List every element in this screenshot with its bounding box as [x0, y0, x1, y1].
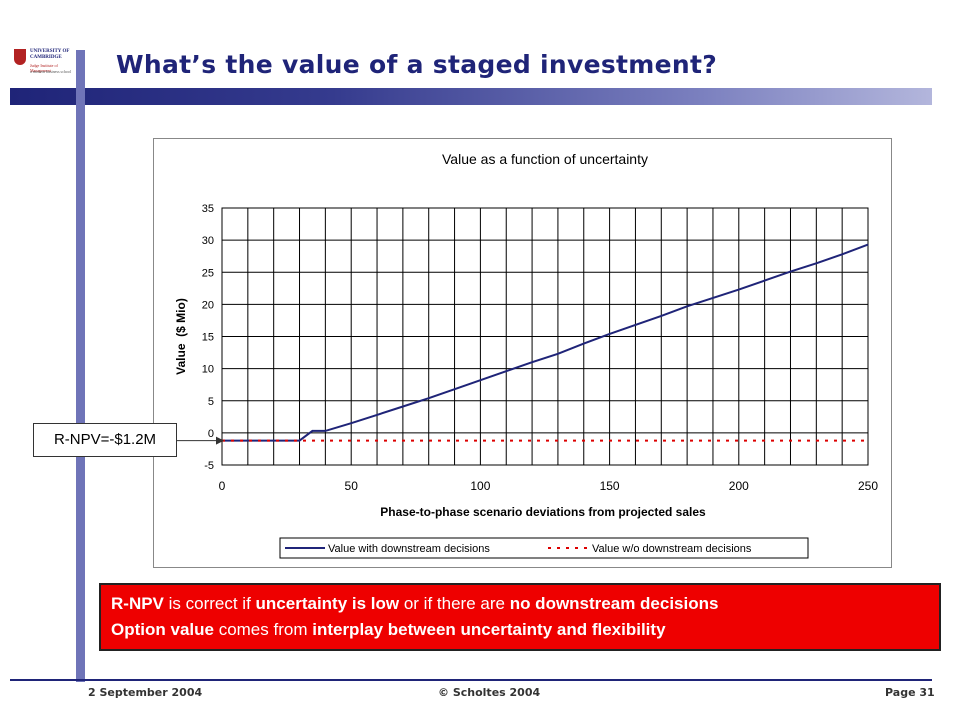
- footer-date: 2 September 2004: [88, 686, 203, 699]
- logo-line-4: a modern business school: [30, 69, 71, 74]
- x-tick-label: 100: [470, 479, 490, 493]
- footer-divider: [10, 679, 932, 681]
- legend-label-without-decisions: Value w/o downstream decisions: [592, 543, 752, 555]
- x-axis-label: Phase-to-phase scenario deviations from …: [380, 505, 706, 519]
- y-tick-label: 30: [202, 235, 214, 247]
- slide-title: What’s the value of a staged investment?: [116, 50, 718, 79]
- y-axis-label: Value ($ Mio): [174, 298, 188, 375]
- callout-arrow-head: [216, 436, 224, 445]
- conclusion-text-2b: comes from: [213, 620, 313, 639]
- conclusion-line-1: R-NPV is correct if uncertainty is low o…: [111, 591, 929, 617]
- footer-page-number: Page 31: [885, 686, 935, 699]
- y-tick-label: 15: [202, 332, 214, 344]
- no-downstream-term: no downstream decisions: [509, 594, 719, 613]
- logo-line-3: Judge Institute of Management: [30, 63, 58, 73]
- x-tick-label: 50: [345, 479, 359, 493]
- y-tick-label: 10: [202, 364, 214, 376]
- r-npv-term: R-NPV: [111, 594, 164, 613]
- chart-title: Value as a function of uncertainty: [442, 151, 648, 167]
- interplay-term: interplay between uncertainty and flexib…: [312, 620, 666, 639]
- conclusion-line-2: Option value comes from interplay betwee…: [111, 617, 929, 643]
- university-logo: UNIVERSITY OF CAMBRIDGE Judge Institute …: [14, 49, 72, 83]
- y-tick-label: 25: [202, 267, 214, 279]
- y-tick-label: 0: [208, 428, 214, 440]
- r-npv-callout: R-NPV=-$1.2M: [33, 423, 177, 457]
- conclusion-box: R-NPV is correct if uncertainty is low o…: [99, 583, 941, 651]
- crest-icon: [14, 49, 26, 65]
- option-value-term: Option value: [111, 620, 214, 639]
- uncertainty-low-term: uncertainty is low: [255, 594, 400, 613]
- y-tick-label: -5: [204, 460, 214, 472]
- y-tick-label: 5: [208, 396, 214, 408]
- legend-box: [279, 537, 809, 559]
- title-underline-bar: [10, 88, 932, 105]
- logo-line-2: CAMBRIDGE: [30, 55, 62, 60]
- x-tick-label: 200: [729, 479, 749, 493]
- series-line-with-decisions: [222, 243, 869, 442]
- legend-label-with-decisions: Value with downstream decisions: [328, 543, 490, 555]
- left-accent-bar: [76, 50, 85, 682]
- conclusion-text-1d: or if there are: [399, 594, 510, 613]
- x-tick-label: 250: [858, 479, 878, 493]
- conclusion-text-1b: is correct if: [163, 594, 256, 613]
- x-tick-label: 0: [219, 479, 226, 493]
- y-tick-label: 35: [202, 203, 214, 215]
- logo-line-1: UNIVERSITY OF: [30, 49, 70, 54]
- x-tick-label: 150: [600, 479, 620, 493]
- y-tick-label: 20: [202, 299, 214, 311]
- footer-copyright: © Scholtes 2004: [438, 686, 541, 699]
